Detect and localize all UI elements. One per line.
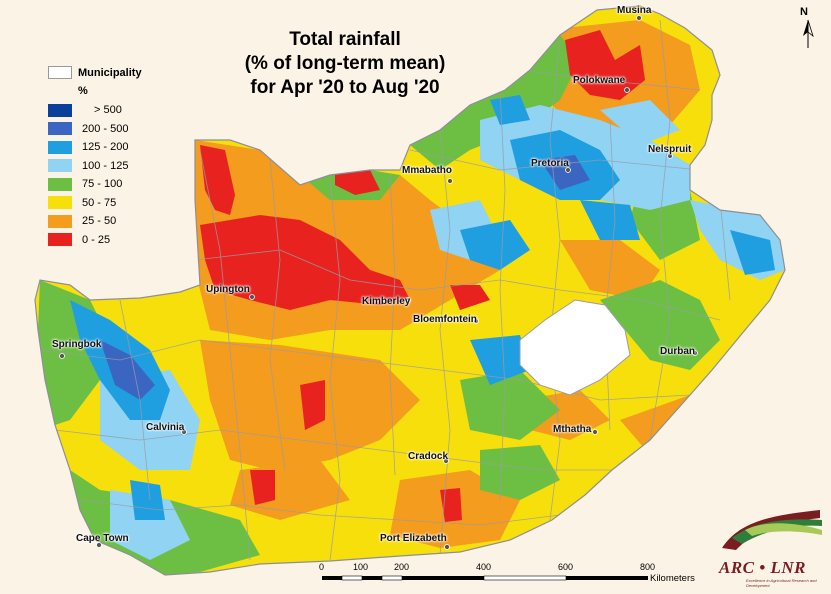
map-title: Total rainfall (% of long-term mean) for… xyxy=(230,28,460,100)
legend-unit: % xyxy=(78,85,88,97)
legend-label: 50 - 75 xyxy=(82,196,117,209)
city-label-bloemfontein: Bloemfontein xyxy=(413,314,477,325)
arc-lnr-logo-icon xyxy=(722,510,822,550)
city-dot-calvinia xyxy=(181,429,187,435)
legend-label: 200 - 500 xyxy=(82,122,129,135)
city-dot-nelspruit xyxy=(667,153,673,159)
municipality-swatch xyxy=(48,66,72,79)
scale-tick-400: 400 xyxy=(476,562,492,572)
legend-label: 125 - 200 xyxy=(82,141,129,154)
city-dot-durban xyxy=(692,350,698,356)
legend-label: > 500 xyxy=(94,104,122,117)
city-dot-mmabatho xyxy=(447,178,453,184)
legend-item: 75 - 100 xyxy=(48,175,142,194)
legend-label: 0 - 25 xyxy=(82,233,111,246)
municipality-boundaries xyxy=(39,19,731,561)
city-label-mthatha: Mthatha xyxy=(553,424,592,435)
legend-label: 75 - 100 xyxy=(82,178,123,191)
city-dot-port-elizabeth xyxy=(444,544,450,550)
title-line-1: Total rainfall xyxy=(289,29,401,50)
scale-tick-0: 0 xyxy=(319,562,325,572)
legend-swatch xyxy=(48,122,72,136)
city-label-cradock: Cradock xyxy=(408,451,449,462)
legend-swatch xyxy=(48,214,72,228)
scale-tick-200: 200 xyxy=(394,562,410,572)
scale-tick-800: 800 xyxy=(640,562,656,572)
legend-classes: > 500 200 - 500 125 - 200 100 - 125 75 - 100… xyxy=(48,101,142,249)
scale-bar xyxy=(322,575,648,581)
city-label-polokwane: Polokwane xyxy=(573,75,626,86)
legend-item: 0 - 25 xyxy=(48,231,142,250)
legend-label: 100 - 125 xyxy=(82,159,129,172)
legend-item: > 500 xyxy=(48,101,142,120)
city-label-durban: Durban xyxy=(660,346,695,357)
city-markers xyxy=(59,15,698,550)
legend-item: 25 - 50 xyxy=(48,212,142,231)
city-dot-springbok xyxy=(59,353,65,359)
legend-municipality: Municipality xyxy=(48,66,142,79)
map-legend: Municipality % > 500 200 - 500 125 - 200 10… xyxy=(48,66,142,249)
scale-unit-label: Kilometers xyxy=(650,573,695,584)
city-dot-upington xyxy=(249,294,255,300)
city-label-springbok: Springbok xyxy=(52,339,102,350)
logo-text: ARC • LNR xyxy=(719,558,806,577)
city-dot-pretoria xyxy=(565,167,571,173)
logo-subtitle: Excellence in Agricultural Research and … xyxy=(746,578,817,588)
scale-tick-600: 600 xyxy=(558,562,574,572)
title-line-3: for Apr '20 to Aug '20 xyxy=(250,77,440,98)
legend-item: 100 - 125 xyxy=(48,157,142,176)
legend-item: 200 - 500 xyxy=(48,120,142,139)
city-label-musina: Musina xyxy=(617,5,652,16)
city-dot-bloemfontein xyxy=(473,318,479,324)
city-dot-cradock xyxy=(443,458,449,464)
legend-label: 25 - 50 xyxy=(82,215,117,228)
city-dot-kimberley xyxy=(405,297,411,303)
lesotho-area xyxy=(519,299,631,396)
city-label-nelspruit: Nelspruit xyxy=(648,144,692,155)
city-label-pretoria: Pretoria xyxy=(531,158,569,169)
city-dot-mthatha xyxy=(592,429,598,435)
city-label-port-elizabeth: Port Elizabeth xyxy=(380,533,447,544)
legend-swatch xyxy=(48,103,72,117)
city-label-mmabatho: Mmabatho xyxy=(402,165,452,176)
city-label-cape-town: Cape Town xyxy=(76,533,129,544)
legend-swatch xyxy=(48,177,72,191)
legend-swatch xyxy=(48,140,72,154)
city-label-upington: Upington xyxy=(206,284,250,295)
legend-item: 50 - 75 xyxy=(48,194,142,213)
north-label: N xyxy=(800,6,808,18)
title-line-2: (% of long-term mean) xyxy=(244,53,446,74)
north-arrow-icon xyxy=(803,19,814,48)
city-label-calvinia: Calvinia xyxy=(146,422,185,433)
city-label-kimberley: Kimberley xyxy=(362,296,411,307)
city-dot-musina xyxy=(636,15,642,21)
legend-item: 125 - 200 xyxy=(48,138,142,157)
legend-municipality-label: Municipality xyxy=(78,66,142,79)
scale-tick-100: 100 xyxy=(353,562,369,572)
city-dot-polokwane xyxy=(624,87,630,93)
city-dot-cape-town xyxy=(96,542,102,548)
legend-swatch xyxy=(48,233,72,247)
legend-swatch xyxy=(48,159,72,173)
legend-swatch xyxy=(48,196,72,210)
